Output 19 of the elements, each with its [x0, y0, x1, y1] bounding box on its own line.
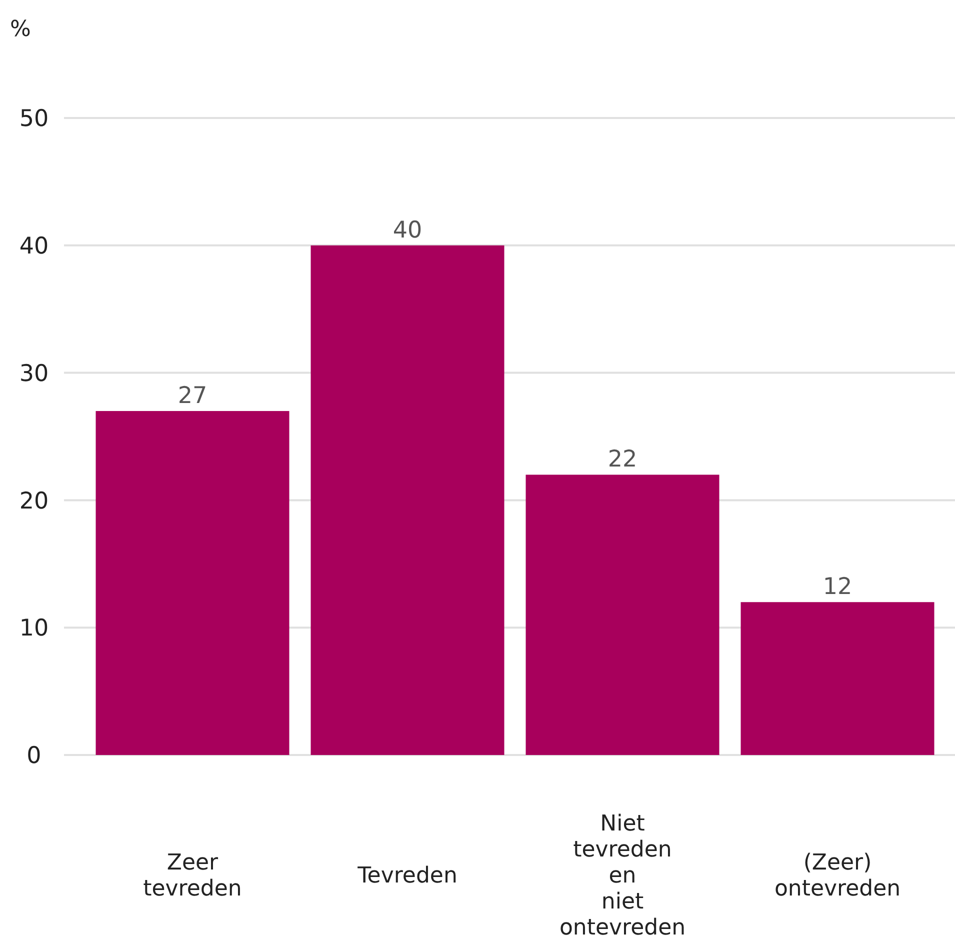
data-label: 40	[392, 217, 422, 244]
data-label: 12	[822, 574, 852, 600]
y-tick-label: 0	[26, 743, 42, 770]
bar	[740, 602, 934, 755]
x-tick-label: Zeer tevreden	[143, 850, 242, 902]
bar	[526, 474, 720, 755]
x-tick-label: (Zeer) ontevreden	[774, 850, 901, 902]
y-tick-label: 20	[19, 488, 49, 514]
bar	[310, 245, 504, 755]
y-axis-title: %	[10, 17, 31, 42]
y-tick-label: 50	[19, 106, 49, 132]
x-tick-label: Niet tevreden en niet ontevreden	[559, 812, 686, 940]
bar	[96, 411, 290, 755]
data-label: 27	[178, 383, 208, 410]
y-tick-label: 30	[19, 360, 49, 387]
y-tick-label: 40	[19, 233, 49, 260]
x-tick-label: Tevreden	[356, 864, 458, 889]
data-label: 22	[608, 446, 638, 473]
y-tick-label: 10	[19, 616, 49, 642]
